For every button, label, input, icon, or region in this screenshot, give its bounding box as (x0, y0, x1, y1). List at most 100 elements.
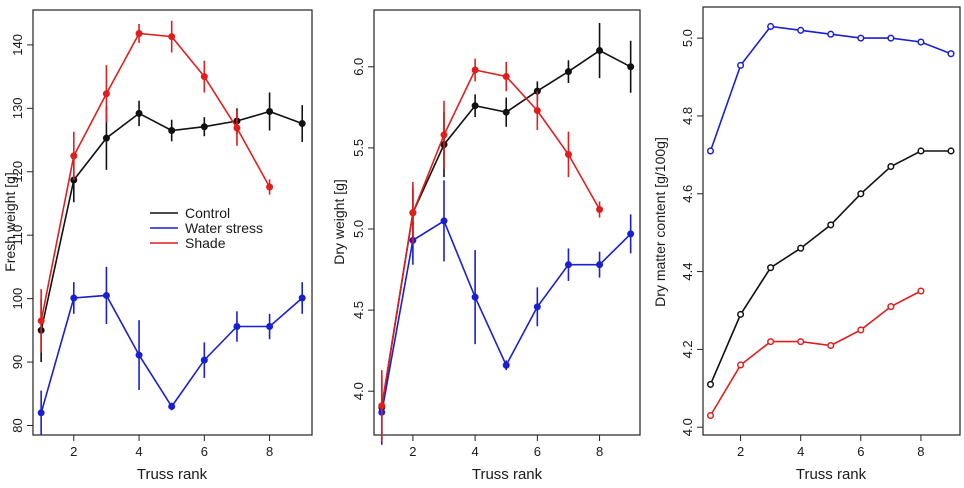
data-point (917, 287, 925, 295)
x-tick-label: 2 (737, 444, 744, 459)
series-line-water-stress (381, 219, 632, 413)
data-point (233, 323, 241, 331)
legend-label-shade: Shade (185, 235, 226, 251)
y-tick-label: 130 (10, 97, 25, 119)
data-point (102, 134, 110, 142)
data-point (947, 147, 955, 155)
y-tick-label: 4.6 (680, 185, 695, 203)
data-point (767, 338, 775, 346)
x-tick-label: 4 (797, 444, 804, 459)
data-point (471, 66, 479, 74)
x-tick-label: 2 (70, 444, 77, 459)
legend-label-control: Control (185, 205, 230, 221)
y-tick-label: 120 (10, 161, 25, 183)
data-point (37, 409, 45, 417)
y-tick-label: 4.4 (680, 263, 695, 281)
x-tick-label: 6 (201, 444, 208, 459)
data-point (135, 351, 143, 359)
series-layer (37, 20, 306, 435)
data-point (266, 107, 274, 115)
y-tick-label: 5.0 (680, 29, 695, 47)
legend-label-water-stress: Water stress (185, 220, 263, 236)
series-shade (378, 58, 604, 442)
x-tick-label: 4 (135, 444, 142, 459)
x-tick-label: 8 (917, 444, 924, 459)
data-point (266, 183, 274, 191)
axes: 2 4 6 8 4.0 4.5 5.0 5.5 6.0 (351, 58, 603, 459)
data-point (767, 22, 775, 31)
y-tick-label: 5.0 (351, 220, 366, 238)
series-line-water-stress (709, 25, 952, 152)
plot-frame (702, 6, 961, 436)
data-point (797, 26, 805, 34)
x-tick-label: 8 (266, 444, 273, 459)
data-point (533, 303, 541, 311)
data-point (706, 147, 715, 155)
series-line-shade (40, 32, 271, 321)
series-control (706, 147, 955, 388)
series-line-shade (709, 290, 922, 416)
data-point (298, 120, 306, 128)
data-point (887, 303, 895, 311)
series-shade (706, 287, 925, 420)
data-point (168, 127, 176, 135)
data-point (37, 317, 45, 325)
data-point (440, 131, 448, 139)
data-point (168, 402, 176, 410)
y-tick-label: 6.0 (351, 58, 366, 76)
plot-frame (373, 9, 641, 436)
data-point (533, 107, 541, 115)
series-line-water-stress (40, 294, 303, 414)
y-tick-label: 4.8 (680, 107, 695, 125)
x-tick-label: 6 (857, 444, 864, 459)
y-tick-label: 90 (10, 355, 25, 369)
data-point (564, 68, 572, 76)
y-tick-label: 140 (10, 34, 25, 56)
data-point (135, 109, 143, 117)
data-point (947, 50, 955, 58)
y-tick-label: 80 (10, 418, 25, 432)
y-axis-label: Dry matter content [g/100g] (652, 137, 668, 307)
data-point (471, 102, 479, 110)
data-point (596, 47, 604, 55)
y-tick-label: 5.5 (351, 139, 366, 157)
data-point (70, 152, 78, 160)
x-axis-label: Truss rank (472, 466, 543, 483)
data-point (827, 30, 835, 38)
data-point (857, 34, 865, 42)
data-point (502, 73, 510, 81)
x-axis-label: Truss rank (137, 466, 208, 483)
y-tick-label: 100 (10, 288, 25, 310)
data-point (857, 326, 865, 334)
panel-dry-weight: Truss rank Dry weight [g] 2 4 6 8 4.0 4.5 5.0 5… (331, 9, 641, 483)
series-line-control (709, 150, 951, 385)
data-point (596, 206, 604, 214)
data-point (827, 341, 835, 350)
series-layer (378, 22, 635, 445)
axes: 2 4 6 8 80 90 100 110 120 130 140 (10, 34, 273, 459)
panel-dry-matter-content: Truss rank Dry matter content [g/100g] 2… (652, 6, 961, 483)
data-point (70, 294, 78, 302)
data-point (200, 123, 208, 131)
data-point (797, 244, 805, 252)
data-point (502, 108, 510, 116)
x-tick-label: 6 (534, 444, 541, 459)
data-point (502, 361, 510, 369)
data-point (200, 356, 208, 364)
data-point (706, 411, 715, 420)
data-point (887, 34, 895, 42)
y-tick-label: 4.0 (680, 418, 695, 436)
series-water-stress (37, 266, 306, 435)
data-point (797, 338, 805, 346)
y-axis-label: Fresh weight [g] (2, 172, 18, 272)
data-point (564, 150, 572, 158)
y-tick-label: 4.0 (351, 382, 366, 400)
series-water-stress (378, 180, 635, 445)
y-tick-label: 110 (10, 225, 25, 246)
plot-frame (32, 9, 313, 436)
data-point (627, 230, 635, 238)
x-tick-label: 4 (471, 444, 478, 459)
data-point (737, 310, 745, 318)
data-point (135, 29, 143, 37)
